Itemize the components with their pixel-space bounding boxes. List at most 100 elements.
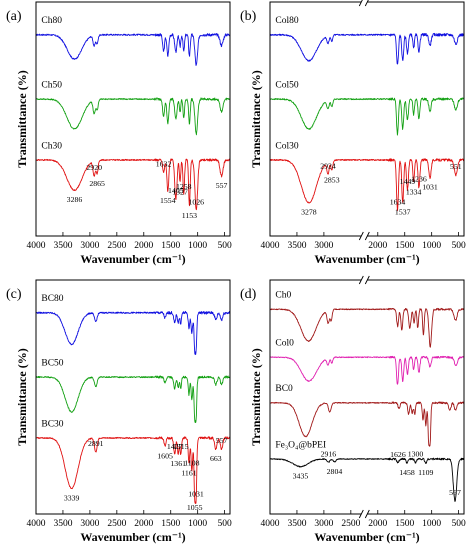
axis-break-mark-0a xyxy=(358,509,364,519)
peak-label-9: 551 xyxy=(450,162,462,171)
axis-break-mark-0b xyxy=(364,231,370,241)
x-tick-label-2: 3000 xyxy=(80,519,99,529)
x-tick-label-7: 500 xyxy=(451,519,466,529)
peak-label-10: 663 xyxy=(210,454,222,463)
peak-label-6: 1161 xyxy=(181,468,196,477)
series-label-2: BC30 xyxy=(41,419,63,429)
x-axis-label: Wavenumber (cm⁻¹) xyxy=(314,530,419,544)
axis-break-mark-1b xyxy=(364,275,370,285)
plot-frame xyxy=(35,1,231,237)
x-tick-label-3: 2500 xyxy=(107,519,126,529)
x-tick-label-3: 2500 xyxy=(107,241,126,251)
x-tick-label-2: 3000 xyxy=(314,241,333,251)
x-tick-label-0: 4000 xyxy=(261,241,280,251)
series-line-1 xyxy=(35,97,231,136)
x-tick-label-4: 2000 xyxy=(134,519,153,529)
x-tick-label-5: 1500 xyxy=(161,241,180,251)
x-tick-label-2: 3000 xyxy=(80,241,99,251)
x-tick-label-7: 500 xyxy=(217,241,232,251)
axis-break-mark-0a xyxy=(358,231,364,241)
x-tick-label-2: 3000 xyxy=(314,519,333,529)
x-tick-label-0: 4000 xyxy=(27,241,46,251)
series-line-2 xyxy=(269,158,465,212)
peak-label-3: 1634 xyxy=(390,197,406,206)
y-axis-label: Transmittance (%) xyxy=(15,348,29,445)
peak-label-4: 1361 xyxy=(170,459,186,468)
axis-break-mark-1a xyxy=(358,0,363,7)
peak-label-6: 1327 xyxy=(172,188,188,197)
series-label-2: BC0 xyxy=(275,384,293,394)
peak-label-0: 3278 xyxy=(301,208,317,217)
peak-label-1: 2920 xyxy=(86,163,102,172)
axis-break-mark-1b xyxy=(364,0,369,7)
axis-break-gap-1 xyxy=(361,278,368,282)
series-label-0: Ch0 xyxy=(275,291,291,301)
x-tick-label-5: 1500 xyxy=(161,519,180,529)
series-line-0 xyxy=(269,307,465,348)
peak-label-4: 1554 xyxy=(160,196,176,205)
peak-label-3: 1632 xyxy=(156,160,172,169)
peak-label-1: 2891 xyxy=(88,439,104,448)
series-label-0: BC80 xyxy=(41,294,63,304)
x-tick-label-3: 2500 xyxy=(341,519,360,529)
axis-break-mark-0b xyxy=(364,509,370,519)
axis-break-gap-1 xyxy=(361,0,368,4)
peak-label-8: 1153 xyxy=(182,211,197,220)
y-axis-label: Transmittance (%) xyxy=(15,70,29,167)
peak-label-2: 2804 xyxy=(327,467,343,476)
peak-label-4: 1537 xyxy=(395,208,411,217)
series-label-3: Fe₃O₄@bPEI xyxy=(275,440,326,450)
peak-label-9: 1031 xyxy=(188,490,204,499)
x-tick-label-7: 500 xyxy=(217,519,232,529)
y-axis-label: Transmittance (%) xyxy=(249,348,263,445)
y-axis-label: Transmittance (%) xyxy=(249,70,263,167)
panel-a: Ch80 Ch50 Ch30 3286 2920 2865 1632 155414051327… xyxy=(6,1,232,266)
peak-label-7: 1236 xyxy=(411,175,427,184)
peak-label-3: 1427 xyxy=(167,442,183,451)
peak-label-0: 3435 xyxy=(293,472,309,481)
peak-label-5: 1405 xyxy=(168,186,184,195)
series-line-0 xyxy=(35,310,231,355)
series-label-1: Col50 xyxy=(275,80,298,90)
x-tick-label-0: 4000 xyxy=(261,519,280,529)
series-label-0: Ch80 xyxy=(41,16,62,26)
peak-label-7: 1258 xyxy=(176,182,192,191)
series-label-2: Ch30 xyxy=(41,141,62,151)
series-line-0 xyxy=(35,33,231,66)
series-line-0 xyxy=(269,32,465,65)
peak-label-1: 2916 xyxy=(321,449,337,458)
panel-letter: (d) xyxy=(240,287,257,302)
peak-label-5: 1300 xyxy=(408,449,424,458)
series-label-1: Ch50 xyxy=(41,80,62,90)
peak-label-6: 1334 xyxy=(406,188,422,197)
peak-label-4: 1458 xyxy=(399,468,415,477)
peak-label-2: 2865 xyxy=(89,179,105,188)
x-axis-label: Wavenumber (cm⁻¹) xyxy=(80,530,185,544)
peak-label-1: 2924 xyxy=(320,161,336,170)
panel-d: Ch0 Col0 BC0 Fe₃O₄@bPEI 3435 2916 2804 1626 1458… xyxy=(240,275,466,544)
panel-letter: (b) xyxy=(240,9,257,24)
peak-label-7: 1108 xyxy=(184,459,199,468)
x-tick-label-1: 3500 xyxy=(287,519,306,529)
plot-frame xyxy=(35,279,231,515)
x-tick-label-5: 1500 xyxy=(395,519,414,529)
series-line-3 xyxy=(269,457,465,502)
series-label-2: Col30 xyxy=(275,141,298,151)
series-label-0: Col80 xyxy=(275,16,298,26)
x-tick-label-6: 1000 xyxy=(188,241,207,251)
peak-label-8: 1055 xyxy=(187,503,203,512)
series-line-2 xyxy=(35,158,231,211)
x-tick-label-6: 1000 xyxy=(188,519,207,529)
x-tick-label-4: 2000 xyxy=(368,519,387,529)
axis-break-gap-0 xyxy=(361,512,368,516)
x-tick-label-1: 3500 xyxy=(53,241,72,251)
plot-frame xyxy=(269,1,465,237)
x-tick-label-5: 1000 xyxy=(422,241,441,251)
axis-break-gap-0 xyxy=(361,234,368,238)
peak-label-11: 557 xyxy=(216,436,228,445)
panel-letter: (a) xyxy=(6,9,22,24)
x-tick-label-3: 2000 xyxy=(368,241,387,251)
series-line-1 xyxy=(269,97,465,136)
